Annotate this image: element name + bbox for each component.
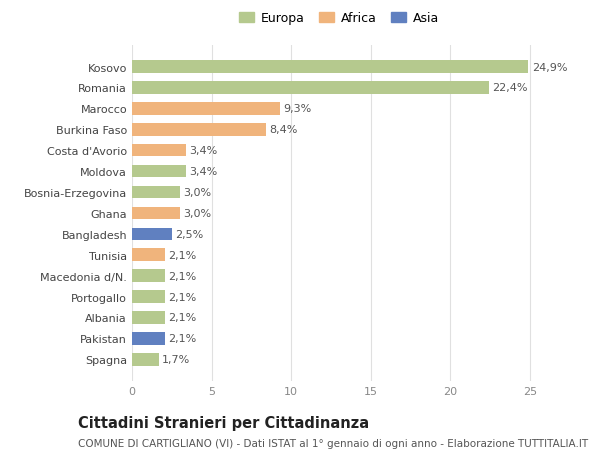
- Bar: [132, 270, 166, 282]
- Legend: Europa, Africa, Asia: Europa, Africa, Asia: [235, 9, 443, 29]
- Bar: [132, 332, 166, 345]
- Text: 2,5%: 2,5%: [175, 230, 203, 239]
- Text: 3,4%: 3,4%: [190, 167, 218, 177]
- Bar: [132, 228, 172, 241]
- Bar: [132, 186, 180, 199]
- Bar: [132, 312, 166, 324]
- Bar: [132, 124, 266, 136]
- Bar: [132, 291, 166, 303]
- Text: COMUNE DI CARTIGLIANO (VI) - Dati ISTAT al 1° gennaio di ogni anno - Elaborazion: COMUNE DI CARTIGLIANO (VI) - Dati ISTAT …: [78, 438, 588, 448]
- Text: 1,7%: 1,7%: [162, 354, 191, 364]
- Text: 3,0%: 3,0%: [183, 188, 211, 197]
- Text: 8,4%: 8,4%: [269, 125, 298, 135]
- Text: 2,1%: 2,1%: [169, 271, 197, 281]
- Text: 3,0%: 3,0%: [183, 208, 211, 218]
- Bar: [132, 145, 186, 157]
- Bar: [132, 103, 280, 115]
- Bar: [132, 61, 529, 73]
- Bar: [132, 207, 180, 220]
- Text: 9,3%: 9,3%: [283, 104, 311, 114]
- Text: 24,9%: 24,9%: [532, 62, 567, 73]
- Text: 2,1%: 2,1%: [169, 250, 197, 260]
- Bar: [132, 249, 166, 262]
- Text: 2,1%: 2,1%: [169, 292, 197, 302]
- Bar: [132, 165, 186, 178]
- Text: 22,4%: 22,4%: [492, 83, 527, 93]
- Text: 2,1%: 2,1%: [169, 313, 197, 323]
- Text: 3,4%: 3,4%: [190, 146, 218, 156]
- Bar: [132, 353, 159, 366]
- Bar: [132, 82, 488, 95]
- Text: Cittadini Stranieri per Cittadinanza: Cittadini Stranieri per Cittadinanza: [78, 415, 369, 431]
- Text: 2,1%: 2,1%: [169, 334, 197, 344]
